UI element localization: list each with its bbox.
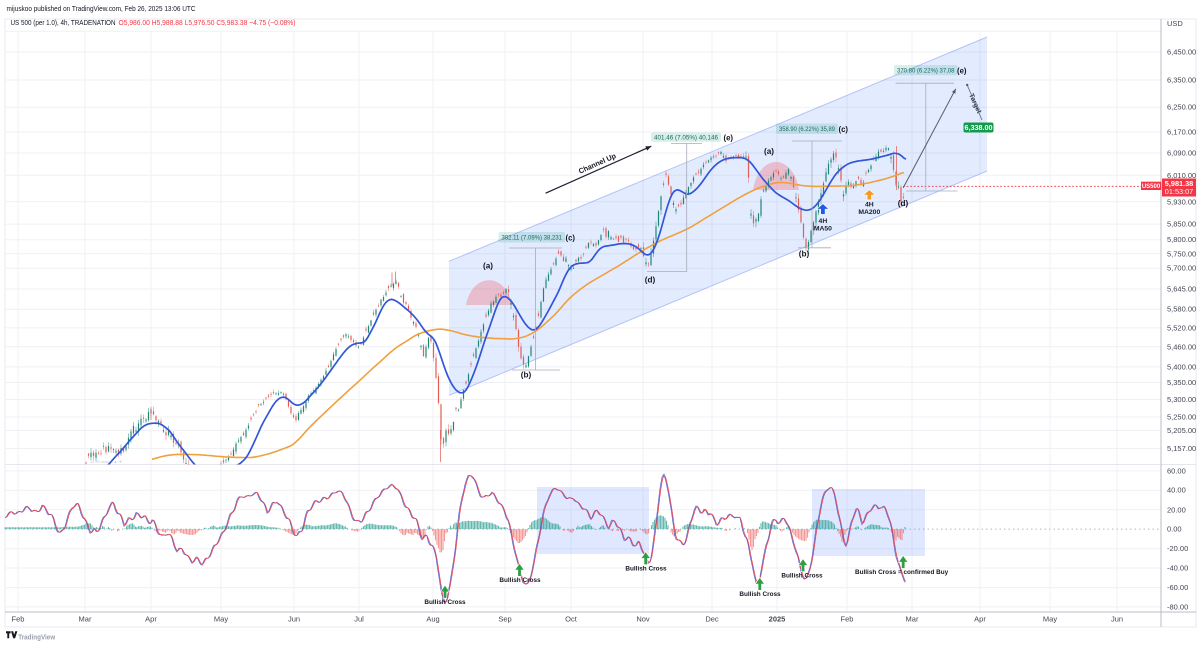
- svg-text:6,250.00: 6,250.00: [1167, 103, 1196, 112]
- svg-text:Oct: Oct: [565, 615, 578, 624]
- svg-text:5,460.00: 5,460.00: [1167, 342, 1196, 351]
- svg-text:(a): (a): [764, 147, 774, 156]
- svg-text:(e): (e): [957, 66, 967, 75]
- svg-text:6,170.00: 6,170.00: [1167, 128, 1196, 137]
- svg-text:MA200: MA200: [858, 209, 880, 216]
- svg-text:358.90 (6.22%) 35,89: 358.90 (6.22%) 35,89: [779, 126, 835, 133]
- svg-text:Apr: Apr: [974, 615, 986, 624]
- svg-text:5,645.00: 5,645.00: [1167, 285, 1196, 294]
- svg-text:382.11 (7.09%) 38,231: 382.11 (7.09%) 38,231: [502, 235, 563, 242]
- svg-text:5,800.00: 5,800.00: [1167, 235, 1196, 244]
- svg-text:Bullish Cross: Bullish Cross: [781, 573, 823, 580]
- svg-text:5,750.00: 5,750.00: [1167, 249, 1196, 258]
- svg-text:Dec: Dec: [705, 615, 719, 624]
- svg-text:US 500 (per 1.0), 4h, TRADENAT: US 500 (per 1.0), 4h, TRADENATION: [11, 18, 116, 27]
- svg-text:Bullish Cross: Bullish Cross: [499, 577, 541, 584]
- svg-text:Mar: Mar: [79, 615, 92, 624]
- svg-text:Nov: Nov: [636, 615, 650, 624]
- svg-text:5,520.00: 5,520.00: [1167, 323, 1196, 332]
- svg-text:5,850.00: 5,850.00: [1167, 220, 1196, 229]
- svg-text:5,930.00: 5,930.00: [1167, 197, 1196, 206]
- svg-text:5,157.00: 5,157.00: [1167, 444, 1196, 453]
- svg-text:6,090.00: 6,090.00: [1167, 149, 1196, 158]
- svg-text:(b): (b): [521, 371, 532, 380]
- svg-text:401.46 (7.05%) 40,146: 401.46 (7.05%) 40,146: [654, 135, 718, 142]
- svg-text:MA50: MA50: [814, 226, 832, 233]
- svg-text:Bullish Cross = confirmed Buy: Bullish Cross = confirmed Buy: [855, 569, 949, 576]
- svg-text:5,400.00: 5,400.00: [1167, 362, 1196, 371]
- svg-text:-20.00: -20.00: [1167, 544, 1188, 553]
- svg-text:TradingView: TradingView: [18, 632, 55, 641]
- svg-text:6,010.00: 6,010.00: [1167, 171, 1196, 180]
- svg-text:Jun: Jun: [1111, 615, 1123, 624]
- svg-text:5,700.00: 5,700.00: [1167, 264, 1196, 273]
- svg-text:40.00: 40.00: [1167, 486, 1186, 495]
- svg-text:Sep: Sep: [498, 615, 511, 624]
- svg-text:mijuskoo published on TradingV: mijuskoo published on TradingView.com, F…: [7, 4, 196, 13]
- svg-text:5,350.00: 5,350.00: [1167, 378, 1196, 387]
- svg-text:12 26 close 9 ▲ ▼: 12 26 close 9 ▲ ▼: [90, 460, 122, 464]
- svg-text:60.00: 60.00: [1167, 466, 1186, 475]
- svg-text:Bullish Cross: Bullish Cross: [424, 599, 466, 606]
- svg-text:US500: US500: [1142, 184, 1161, 190]
- svg-text:(d): (d): [898, 199, 909, 208]
- svg-text:(e): (e): [724, 133, 734, 142]
- svg-text:0.00: 0.00: [1167, 525, 1182, 534]
- svg-text:01:53:07: 01:53:07: [1165, 187, 1193, 196]
- svg-text:20.00: 20.00: [1167, 505, 1186, 514]
- svg-text:6,450.00: 6,450.00: [1167, 48, 1196, 57]
- svg-text:(b): (b): [799, 250, 810, 259]
- svg-text:5,300.00: 5,300.00: [1167, 395, 1196, 404]
- svg-text:(c): (c): [566, 233, 576, 242]
- svg-text:Feb: Feb: [841, 615, 854, 624]
- svg-text:5,205.00: 5,205.00: [1167, 426, 1196, 435]
- svg-text:Apr: Apr: [145, 615, 157, 624]
- svg-text:2025: 2025: [769, 615, 786, 624]
- svg-text:5,981.38: 5,981.38: [1165, 179, 1193, 188]
- svg-text:4H: 4H: [819, 218, 828, 225]
- svg-text:Mar: Mar: [906, 615, 919, 624]
- svg-text:May: May: [1043, 615, 1057, 624]
- svg-text:Aug: Aug: [426, 615, 439, 624]
- svg-text:5,580.00: 5,580.00: [1167, 305, 1196, 314]
- svg-text:4H: 4H: [865, 202, 874, 209]
- svg-text:Bullish Cross: Bullish Cross: [625, 566, 667, 573]
- svg-text:370.80 (6.22%) 37,08: 370.80 (6.22%) 37,08: [897, 68, 955, 75]
- svg-text:Bullish Cross: Bullish Cross: [739, 591, 781, 598]
- svg-text:Jun: Jun: [288, 615, 300, 624]
- svg-text:(a): (a): [483, 262, 493, 271]
- svg-text:(d): (d): [645, 276, 656, 285]
- svg-text:Feb: Feb: [12, 615, 25, 624]
- svg-text:Jul: Jul: [354, 615, 364, 624]
- svg-text:May: May: [214, 615, 228, 624]
- svg-text:(c): (c): [839, 125, 849, 134]
- svg-text:-60.00: -60.00: [1167, 583, 1188, 592]
- svg-text:-80.00: -80.00: [1167, 602, 1188, 611]
- svg-text:6,338.00: 6,338.00: [965, 123, 993, 132]
- svg-text:6,350.00: 6,350.00: [1167, 76, 1196, 85]
- svg-text:USD: USD: [1167, 19, 1183, 28]
- svg-text:O5,986.00 H5,988.88 L5,976.50: O5,986.00 H5,988.88 L5,976.50 C5,983.38 …: [119, 18, 296, 27]
- svg-text:-40.00: -40.00: [1167, 564, 1188, 573]
- svg-text:5,250.00: 5,250.00: [1167, 413, 1196, 422]
